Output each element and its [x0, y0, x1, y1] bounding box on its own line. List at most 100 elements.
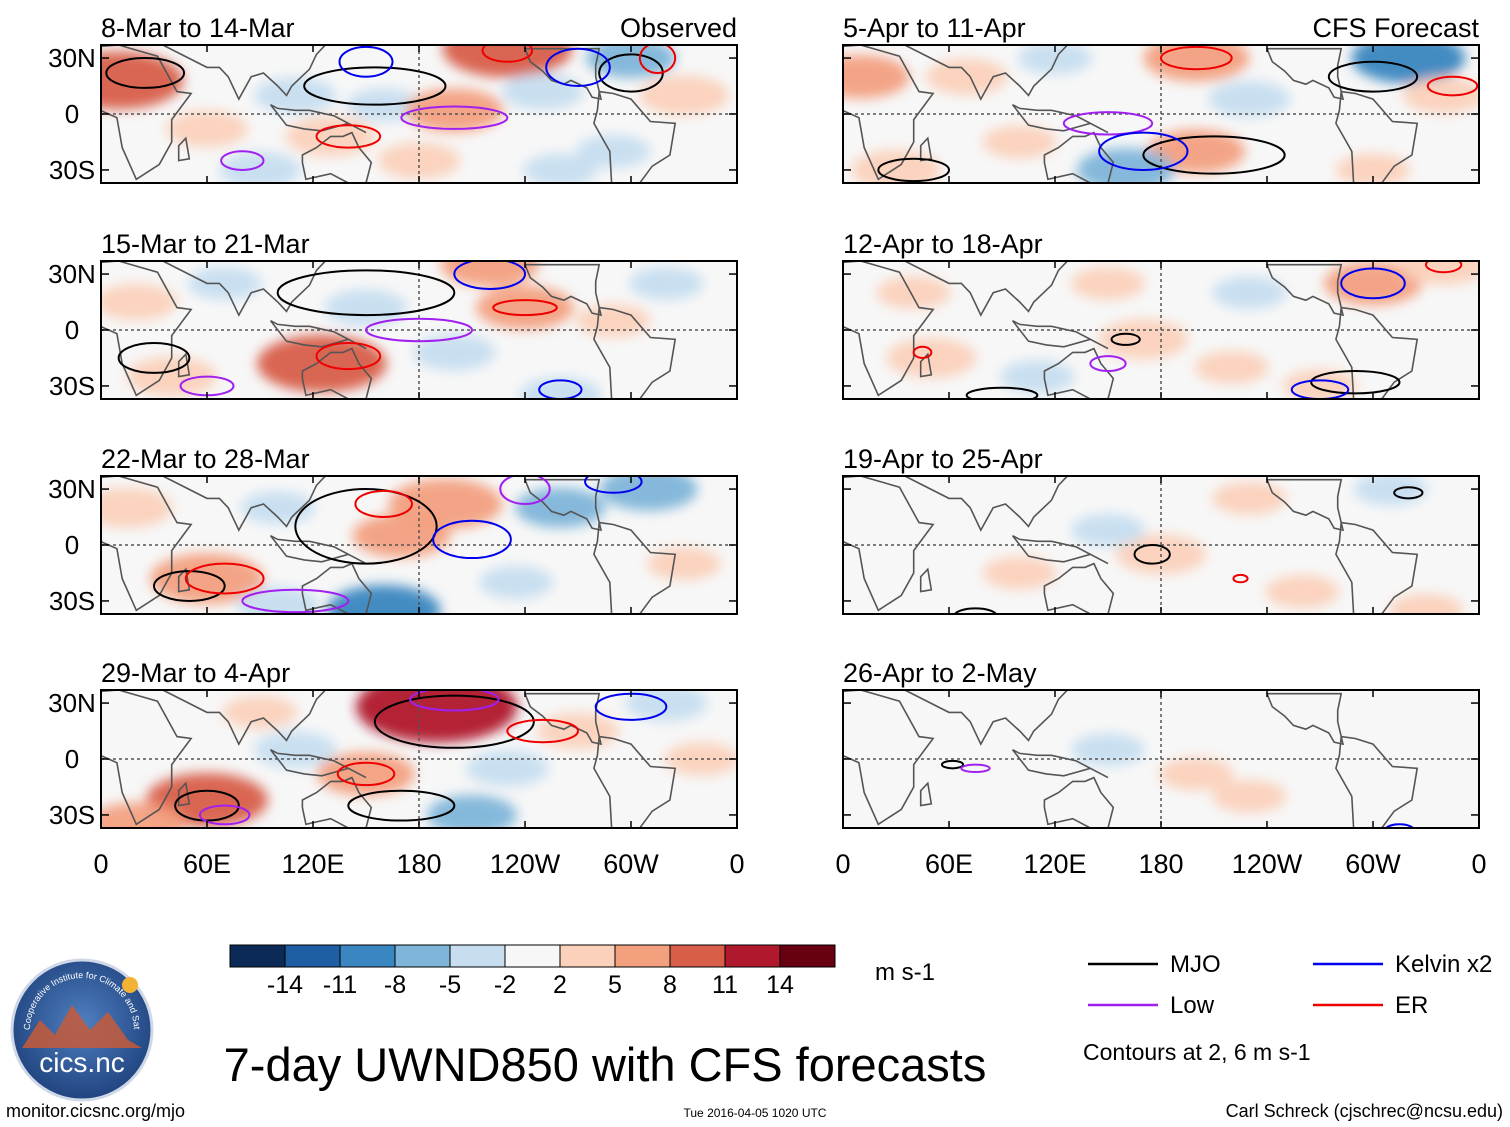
panel-title: 19-Apr to 25-Apr [843, 444, 1043, 474]
colorbar-swatch [229, 944, 286, 968]
panel-map [101, 476, 737, 614]
footer-timestamp: Tue 2016-04-05 1020 UTC [684, 1106, 827, 1120]
contour-mjo [965, 386, 1039, 399]
colorbar-swatch [614, 944, 671, 968]
legend-note: Contours at 2, 6 m s-1 [1083, 1039, 1311, 1065]
anomaly-patch [427, 794, 517, 828]
legend-item-er: ER [1313, 992, 1428, 1019]
anomaly-patch [501, 73, 584, 110]
colorbar-tick-label: 5 [608, 971, 622, 999]
panel-title: 15-Mar to 21-Mar [101, 229, 310, 259]
anomaly-patch [1388, 593, 1464, 614]
continent-outline [1265, 692, 1345, 746]
x-tick-label: 60E [925, 849, 973, 879]
continent-outline [904, 476, 1069, 532]
anomaly-patch [576, 134, 651, 168]
contour-legend: MJO Kelvin x2 Low ER [1088, 951, 1492, 1019]
contour-mjo [877, 157, 951, 183]
anomaly-patch [925, 58, 1008, 95]
footer-url: monitor.cicsnc.org/mjo [6, 1101, 185, 1121]
contour-low [241, 588, 350, 614]
continent-outline [162, 476, 327, 532]
column-label: Observed [620, 13, 737, 43]
footer-author: Carl Schreck (cjschrec@ncsu.edu) [1226, 1101, 1503, 1121]
y-tick-label: 30S [49, 371, 95, 401]
anomaly-patch [519, 377, 602, 399]
colorbar: -14 -11 -8 -5 -2 2 5 8 11 14 [229, 944, 836, 999]
anomaly-patch [586, 45, 676, 79]
anomaly-patch [222, 695, 298, 729]
continent-outline [593, 735, 677, 828]
contour-low [499, 476, 551, 505]
contour-low [400, 105, 509, 130]
x-tick-label: 120W [490, 849, 561, 879]
panel-title: 29-Mar to 4-Apr [101, 658, 290, 688]
continent-outline [301, 776, 373, 828]
x-tick-label: 60W [1345, 849, 1401, 879]
continent-outline [593, 521, 677, 614]
anomaly-patch [476, 285, 574, 330]
anomaly-patch [440, 261, 539, 287]
contour-low [409, 690, 500, 712]
anomaly-patch [405, 88, 504, 133]
continent-outline [1011, 534, 1109, 565]
anomaly-patch [1324, 261, 1422, 306]
anomaly-patch [413, 334, 496, 371]
logo-text: cics.nc [39, 1047, 125, 1078]
panel-title: 26-Apr to 2-May [843, 658, 1037, 688]
continent-outline [904, 45, 1069, 101]
contour-mjo [105, 57, 186, 89]
panel-title: 12-Apr to 18-Apr [843, 229, 1043, 259]
continent-outline [1335, 90, 1419, 183]
colorbar-tick-label: 11 [712, 971, 738, 999]
anomaly-patch [1351, 45, 1466, 84]
contour-mjo [1110, 332, 1141, 346]
anomaly-patch [1398, 261, 1479, 285]
panel-8: 26-Apr to 2-May [842, 658, 1480, 829]
anomaly-patch [236, 586, 319, 614]
anomaly-patch [326, 584, 441, 614]
continent-outline [101, 45, 193, 181]
anomaly-patch [324, 289, 408, 326]
continent-outline [843, 690, 935, 826]
contour-er [1232, 573, 1249, 584]
anomaly-patch [1159, 757, 1234, 791]
contour-low [220, 150, 265, 171]
y-tick-label: 30S [49, 586, 95, 616]
continent-outline [177, 352, 191, 378]
contour-kelvin [584, 476, 643, 494]
legend-item-mjo: MJO [1088, 951, 1221, 978]
anomaly-patch [576, 304, 651, 338]
anomaly-patch [466, 750, 549, 787]
continent-outline [162, 261, 327, 317]
continent-outline [919, 567, 933, 593]
panel-map [843, 476, 1479, 614]
anomaly-patch [639, 75, 729, 116]
colorbar-tick-label: -11 [323, 971, 357, 999]
anomaly-patch [388, 478, 503, 530]
contour-low [198, 804, 251, 826]
anomaly-shading [915, 706, 1287, 813]
continent-outline [904, 690, 1069, 746]
anomaly-patch [254, 77, 337, 114]
continent-outline [1043, 776, 1115, 828]
colorbar-tick-label: -2 [494, 971, 516, 999]
continent-outline [269, 748, 367, 779]
panel-map [101, 45, 737, 183]
x-tick-label: 60E [183, 849, 231, 879]
anomaly-patch [1212, 481, 1287, 515]
colorbar-tick-label: -14 [267, 971, 303, 999]
continent-outline [101, 261, 193, 397]
x-tick-label: 180 [396, 849, 441, 879]
panel-title: 8-Mar to 14-Mar [101, 13, 295, 43]
contour-low [365, 317, 473, 343]
x-tick-label: 0 [729, 849, 744, 879]
panel-7: 19-Apr to 25-Apr [842, 444, 1480, 615]
anomaly-patch [1194, 350, 1269, 384]
contour-mjo [294, 488, 438, 565]
anomaly-patch [664, 742, 737, 776]
anomaly-patch [165, 110, 249, 148]
continent-outline [1265, 478, 1345, 532]
